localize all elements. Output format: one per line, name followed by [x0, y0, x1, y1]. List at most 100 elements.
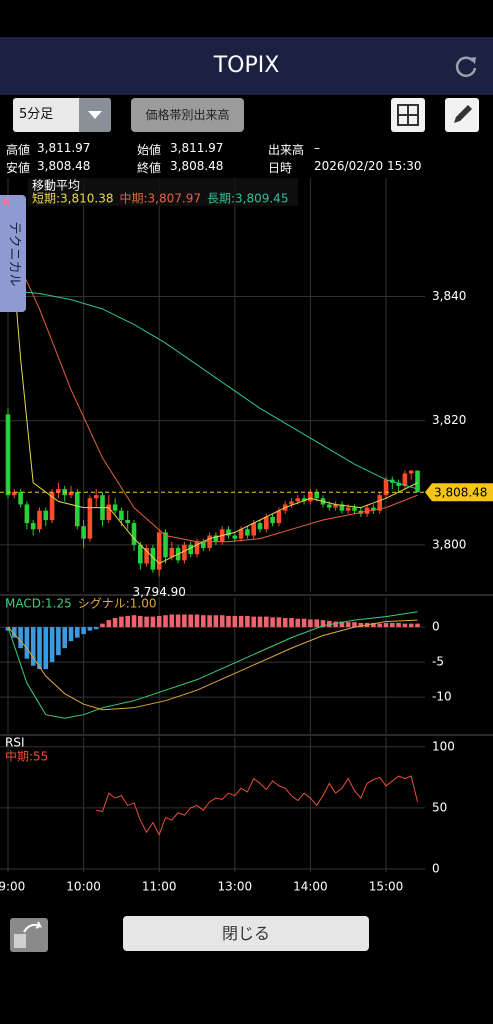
- candle-body: [81, 526, 86, 539]
- legend-label: 中期:55: [5, 749, 48, 764]
- histogram-bar: [251, 616, 257, 628]
- candle-body: [345, 507, 351, 511]
- refresh-button[interactable]: [452, 53, 480, 81]
- histogram-bar: [327, 620, 332, 628]
- candle-body: [125, 520, 131, 524]
- candle-body: [182, 544, 187, 561]
- histogram-bar: [390, 622, 395, 628]
- candle-body: [295, 498, 301, 502]
- histogram-bar: [295, 618, 301, 628]
- rotate-button[interactable]: [10, 918, 48, 952]
- histogram-bar: [276, 617, 282, 628]
- volume-profile-button[interactable]: 価格帯別出来高: [131, 98, 244, 132]
- series-line: [7, 203, 418, 565]
- histogram-bar: [100, 623, 105, 628]
- histogram-bar: [24, 627, 30, 659]
- histogram-bar: [106, 620, 112, 628]
- histogram-bar: [169, 614, 175, 628]
- candle-body: [87, 498, 93, 539]
- candle-body: [213, 535, 219, 542]
- candle-body: [150, 547, 156, 570]
- candle-body: [194, 541, 200, 555]
- legend-label: 中期:3,807.97: [119, 191, 200, 206]
- info-label: 終値: [137, 161, 162, 175]
- candle-body: [364, 507, 370, 514]
- draw-button[interactable]: [445, 98, 479, 132]
- candle-body: [201, 541, 206, 548]
- histogram-bar: [43, 627, 49, 670]
- candle-body: [402, 473, 408, 486]
- technical-tab[interactable]: テクニカル: [0, 195, 26, 312]
- candle-body: [138, 544, 143, 564]
- candle-body: [119, 510, 124, 520]
- layout-button[interactable]: [391, 98, 425, 132]
- series-line: [7, 289, 418, 490]
- histogram-bar: [264, 616, 269, 628]
- histogram-bar: [352, 622, 357, 628]
- panel-title: RSI: [5, 736, 25, 750]
- histogram-bar: [402, 623, 408, 628]
- candle-body: [251, 523, 257, 536]
- candle-body: [188, 544, 194, 555]
- series-line: [96, 775, 418, 836]
- candle-body: [18, 492, 23, 505]
- histogram-bar: [81, 627, 86, 635]
- candle-body: [238, 529, 244, 539]
- histogram-bar: [37, 627, 42, 670]
- legend-label: シグナル:1.00: [78, 597, 157, 611]
- histogram-bar: [333, 621, 338, 628]
- histogram-bar: [144, 616, 149, 628]
- candle-body: [383, 479, 389, 496]
- candle-body: [415, 470, 420, 493]
- y-tick-label: 3,840: [432, 289, 466, 303]
- x-tick-label: 10:00: [66, 880, 101, 894]
- histogram-bar: [18, 627, 23, 649]
- info-label: 出来高: [268, 143, 305, 157]
- tab-marker: [3, 199, 9, 205]
- histogram-bar: [345, 622, 351, 628]
- histogram-bar: [87, 627, 93, 631]
- info-label: 日時: [268, 161, 293, 175]
- candle-body: [93, 495, 99, 499]
- histogram-bar: [396, 622, 401, 628]
- info-value: 3,808.48: [37, 159, 91, 173]
- candle-body: [232, 535, 238, 539]
- series-line: [7, 619, 418, 711]
- candle-body: [270, 516, 275, 524]
- histogram-bar: [314, 619, 320, 628]
- legend-background: [28, 178, 298, 206]
- histogram-bar: [131, 615, 137, 628]
- x-tick-label: 14:00: [293, 880, 328, 894]
- candle-body: [169, 547, 175, 558]
- histogram-bar: [175, 614, 181, 628]
- candle-body: [339, 504, 345, 511]
- histogram-bar: [125, 615, 131, 628]
- candle-body: [396, 482, 401, 486]
- candle-body: [112, 504, 118, 511]
- histogram-bar: [112, 618, 118, 628]
- histogram-bar: [383, 622, 389, 628]
- candle-body: [301, 498, 307, 502]
- y-tick-label: 3,820: [432, 413, 466, 427]
- histogram-bar: [68, 627, 74, 642]
- candle-body: [308, 492, 313, 502]
- close-button[interactable]: 閉じる: [123, 916, 369, 951]
- histogram-bar: [415, 623, 420, 628]
- histogram-bar: [371, 622, 376, 628]
- interval-dropdown[interactable]: 5分足: [13, 98, 111, 132]
- histogram-bar: [93, 627, 99, 630]
- candle-body: [49, 492, 55, 520]
- histogram-bar: [238, 615, 244, 628]
- histogram-bar: [75, 627, 80, 638]
- histogram-bar: [156, 615, 162, 628]
- histogram-bar: [138, 615, 143, 628]
- info-value: 3,808.48: [170, 159, 224, 173]
- x-tick-label: 13:00: [218, 880, 253, 894]
- candle-body: [5, 414, 11, 496]
- candle-body: [144, 547, 149, 564]
- dropdown-arrow: [79, 98, 111, 132]
- candle-body: [289, 501, 294, 505]
- candle-body: [333, 504, 338, 508]
- candle-body: [12, 492, 17, 496]
- arrow-icon: [88, 111, 102, 119]
